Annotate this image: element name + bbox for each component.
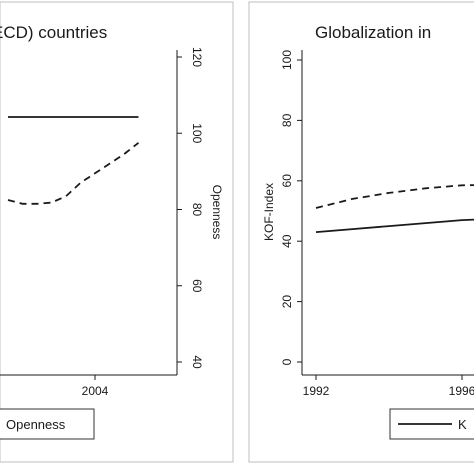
left-legend-label-openness: Openness: [6, 417, 66, 432]
right-y-axis-label: KOF-Index: [262, 183, 276, 241]
right-legend: K: [389, 408, 474, 440]
right-x-axis: 1992 1996: [302, 374, 474, 398]
left-right-tick-label: 100: [190, 123, 204, 143]
right-plot-area: [315, 184, 474, 233]
right-y-tick-label: 0: [280, 358, 294, 365]
left-chart-panel: ECD) countries 40 60 80 100 120 2004 Opennes…: [0, 1, 234, 463]
right-chart-title: Globalization in: [315, 23, 431, 42]
right-y-tick-label: 20: [280, 295, 294, 309]
right-x-tick-label: 1996: [449, 384, 474, 398]
right-y-axis: 0 20 40 60 80 100: [280, 50, 303, 375]
left-legend: Openness: [0, 408, 95, 440]
right-legend-label-k: K: [458, 417, 467, 432]
right-y-tick-label: 80: [280, 113, 294, 127]
left-right-tick-label: 60: [190, 279, 204, 293]
left-right-tick-label: 120: [190, 47, 204, 67]
left-chart-title: ECD) countries: [0, 23, 107, 42]
left-series-openness-line: [7, 142, 140, 205]
right-chart-frame: [248, 1, 474, 463]
right-y-tick-label: 100: [280, 50, 294, 70]
left-right-tick-label: 80: [190, 203, 204, 217]
left-right-tick-label: 40: [190, 355, 204, 369]
left-right-axis-label: Openness: [210, 185, 224, 240]
right-series-k-line: [315, 218, 474, 233]
left-plot-area: [7, 116, 140, 205]
right-x-tick-label: 1992: [303, 384, 330, 398]
right-y-tick-label: 40: [280, 234, 294, 248]
left-x-tick-label: 2004: [82, 384, 109, 398]
right-chart-panel: Globalization in 0 20 40 60 80 100 1992 1996 K…: [248, 1, 474, 463]
left-legend-box: [0, 408, 95, 440]
left-right-axis: 40 60 80 100 120: [176, 47, 204, 375]
right-y-tick-label: 60: [280, 174, 294, 188]
left-chart-frame: [0, 1, 234, 463]
left-x-axis: 2004: [0, 374, 177, 398]
